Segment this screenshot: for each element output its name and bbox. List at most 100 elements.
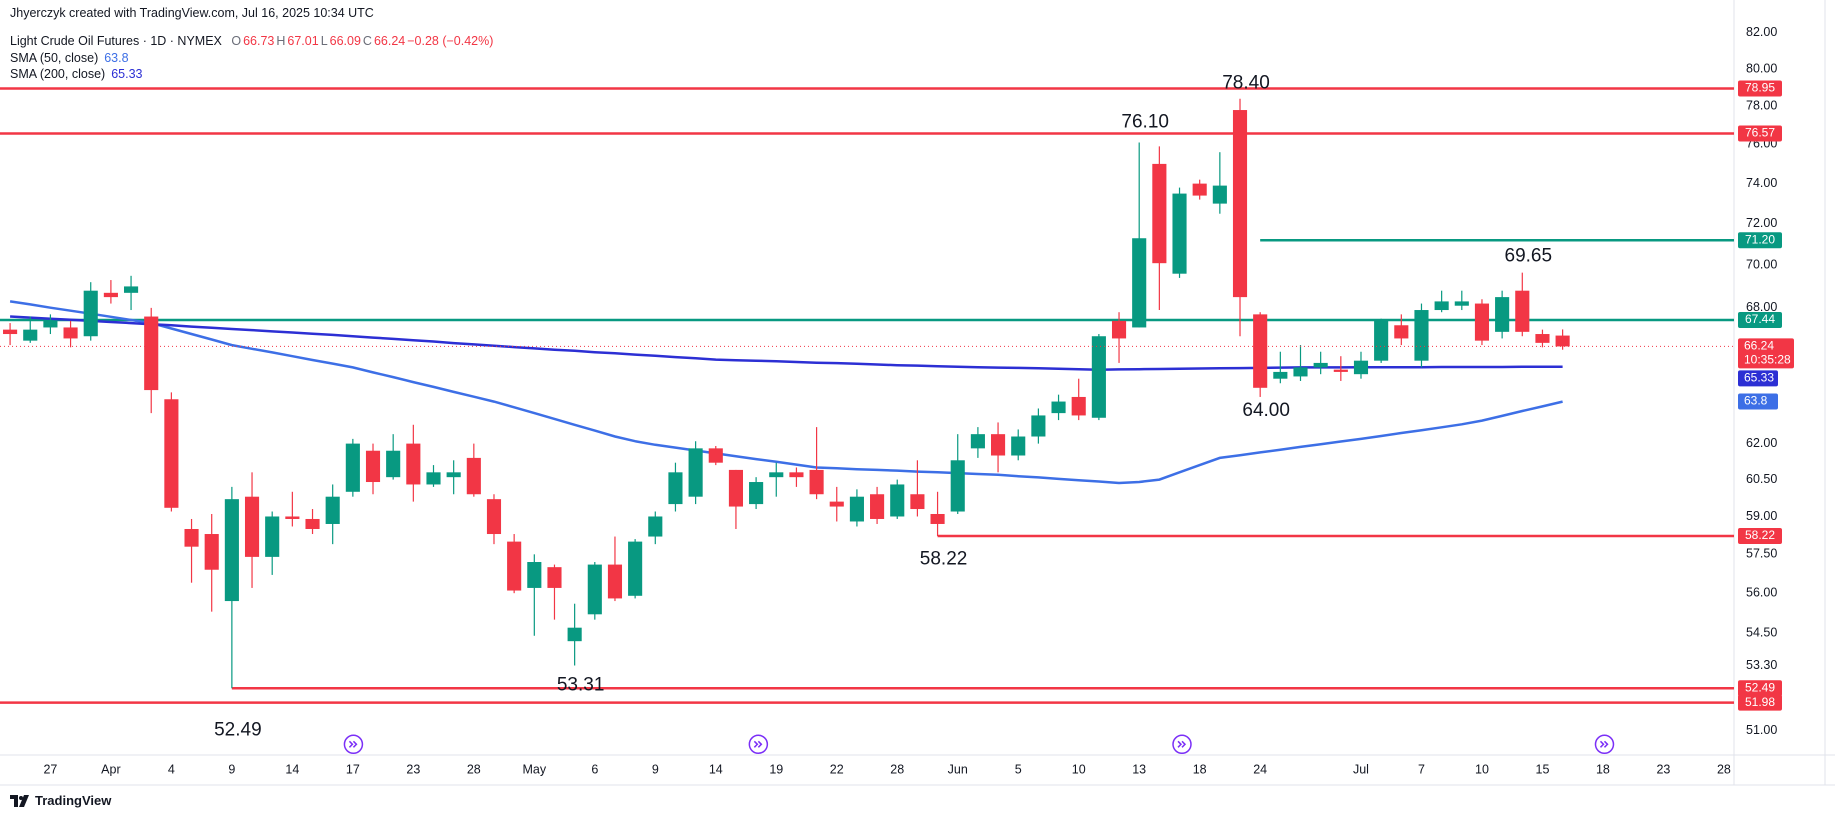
candle-body	[1111, 320, 1127, 339]
candle-body	[870, 494, 885, 519]
candle-body	[930, 513, 945, 524]
ohlc-value: 66.73	[243, 34, 275, 48]
candle-body	[1333, 369, 1348, 372]
legend: Light Crude Oil Futures · 1D · NYMEX O 66…	[10, 34, 495, 48]
event-icon-arrow	[348, 740, 358, 748]
candle-body	[1293, 367, 1308, 377]
y-tick-label: 70.00	[1746, 258, 1777, 272]
level-label: 67.44	[1745, 312, 1775, 326]
ohlc-label: O	[231, 34, 242, 48]
candle-body	[648, 516, 663, 537]
candle-body	[749, 482, 764, 505]
current-price-box	[1738, 338, 1794, 369]
event-icon	[1594, 734, 1615, 755]
candle-body	[1232, 110, 1248, 298]
candle-body	[1273, 371, 1288, 379]
x-tick-label: 9	[652, 762, 659, 776]
ohlc-label: C	[362, 34, 372, 48]
y-tick-label: 57.50	[1746, 547, 1777, 561]
level-label-box	[1738, 232, 1782, 249]
ohlc-value: 67.01	[287, 34, 319, 48]
candle-body	[83, 290, 98, 337]
y-tick-label: 51.00	[1746, 723, 1777, 737]
sma-label: 63.8	[1744, 394, 1768, 408]
level-label: 51.98	[1745, 695, 1775, 709]
sma-label-box	[1738, 393, 1778, 410]
indicator-value: 63.8	[104, 51, 129, 65]
candle-body	[265, 516, 280, 557]
candle-body	[1535, 334, 1550, 343]
candle-body	[809, 469, 824, 495]
candle-body	[486, 499, 502, 535]
x-tick-label: Apr	[101, 762, 120, 776]
x-tick-label: 4	[168, 762, 175, 776]
candle-body	[426, 472, 441, 485]
candle-body	[1132, 238, 1147, 328]
x-tick-label: 6	[591, 762, 598, 776]
level-label-box	[1738, 680, 1782, 697]
x-tick-label: Jul	[1353, 762, 1369, 776]
event-icon	[748, 734, 769, 755]
current-price-label: 66.24	[1744, 339, 1774, 353]
candle-body	[43, 320, 58, 328]
candle-body	[3, 329, 18, 335]
candle-body	[244, 496, 260, 557]
candle-body	[1374, 320, 1389, 361]
x-tick-label: 18	[1193, 762, 1207, 776]
candle-body	[1414, 310, 1429, 361]
candle-body	[527, 562, 542, 588]
candle-body	[970, 434, 985, 449]
level-label-box	[1738, 312, 1782, 329]
event-icon-arrow	[753, 740, 763, 748]
sma-label-box	[1738, 370, 1778, 387]
candle-body	[1555, 335, 1570, 347]
candle-body	[849, 496, 864, 522]
sma-line	[10, 315, 1563, 371]
candle-body	[688, 448, 703, 497]
candle-body	[910, 494, 925, 510]
candle-body	[345, 443, 360, 492]
candle-body	[1051, 401, 1066, 414]
candle-body	[1313, 362, 1328, 368]
price-annotation: 69.65	[1505, 245, 1553, 266]
indicator-legend: SMA (50, close) 63.8 SMA (200, close) 65.33	[10, 51, 144, 83]
price-annotation: 53.31	[557, 674, 605, 695]
candle-body	[466, 457, 481, 495]
change: −0.28 (−0.42%)	[407, 34, 494, 48]
candle-body	[1071, 396, 1086, 416]
x-tick-label: 22	[830, 762, 844, 776]
x-tick-label: 10	[1072, 762, 1086, 776]
candle-body	[607, 564, 623, 599]
x-tick-label: 27	[43, 762, 57, 776]
indicator-row: SMA (200, close) 65.33	[10, 67, 144, 81]
ohlc-value: 66.09	[329, 34, 361, 48]
indicator-name: SMA (200, close)	[10, 67, 106, 81]
candle-body	[325, 496, 340, 524]
price-annotation: 52.49	[214, 719, 262, 740]
indicator-row: SMA (50, close) 63.8	[10, 51, 144, 65]
x-tick-label: 15	[1536, 762, 1550, 776]
indicator-name: SMA (50, close)	[10, 51, 99, 65]
indicator-value: 65.33	[111, 67, 143, 81]
candle-body	[386, 450, 401, 478]
x-tick-label: Jun	[948, 762, 968, 776]
level-label: 58.22	[1745, 528, 1775, 542]
y-tick-label: 74.00	[1746, 176, 1777, 190]
price-annotation: 64.00	[1242, 400, 1290, 421]
candle-body	[285, 516, 300, 519]
y-tick-label: 80.00	[1746, 61, 1777, 75]
sma-line	[9, 300, 1563, 485]
candle-body	[1152, 163, 1167, 264]
y-tick-label: 68.00	[1746, 300, 1777, 314]
candle-body	[1515, 290, 1530, 332]
y-tick-label: 62.00	[1746, 436, 1777, 450]
candle-body	[1353, 360, 1369, 375]
candle-body	[23, 329, 38, 341]
x-tick-label: 17	[346, 762, 360, 776]
candle-body	[890, 484, 905, 517]
y-tick-label: 60.50	[1746, 472, 1777, 486]
price-annotation: 76.10	[1121, 112, 1169, 133]
footer: TradingView	[10, 793, 111, 808]
candle-body	[708, 448, 723, 463]
ohlc-value: 66.24	[373, 34, 406, 48]
